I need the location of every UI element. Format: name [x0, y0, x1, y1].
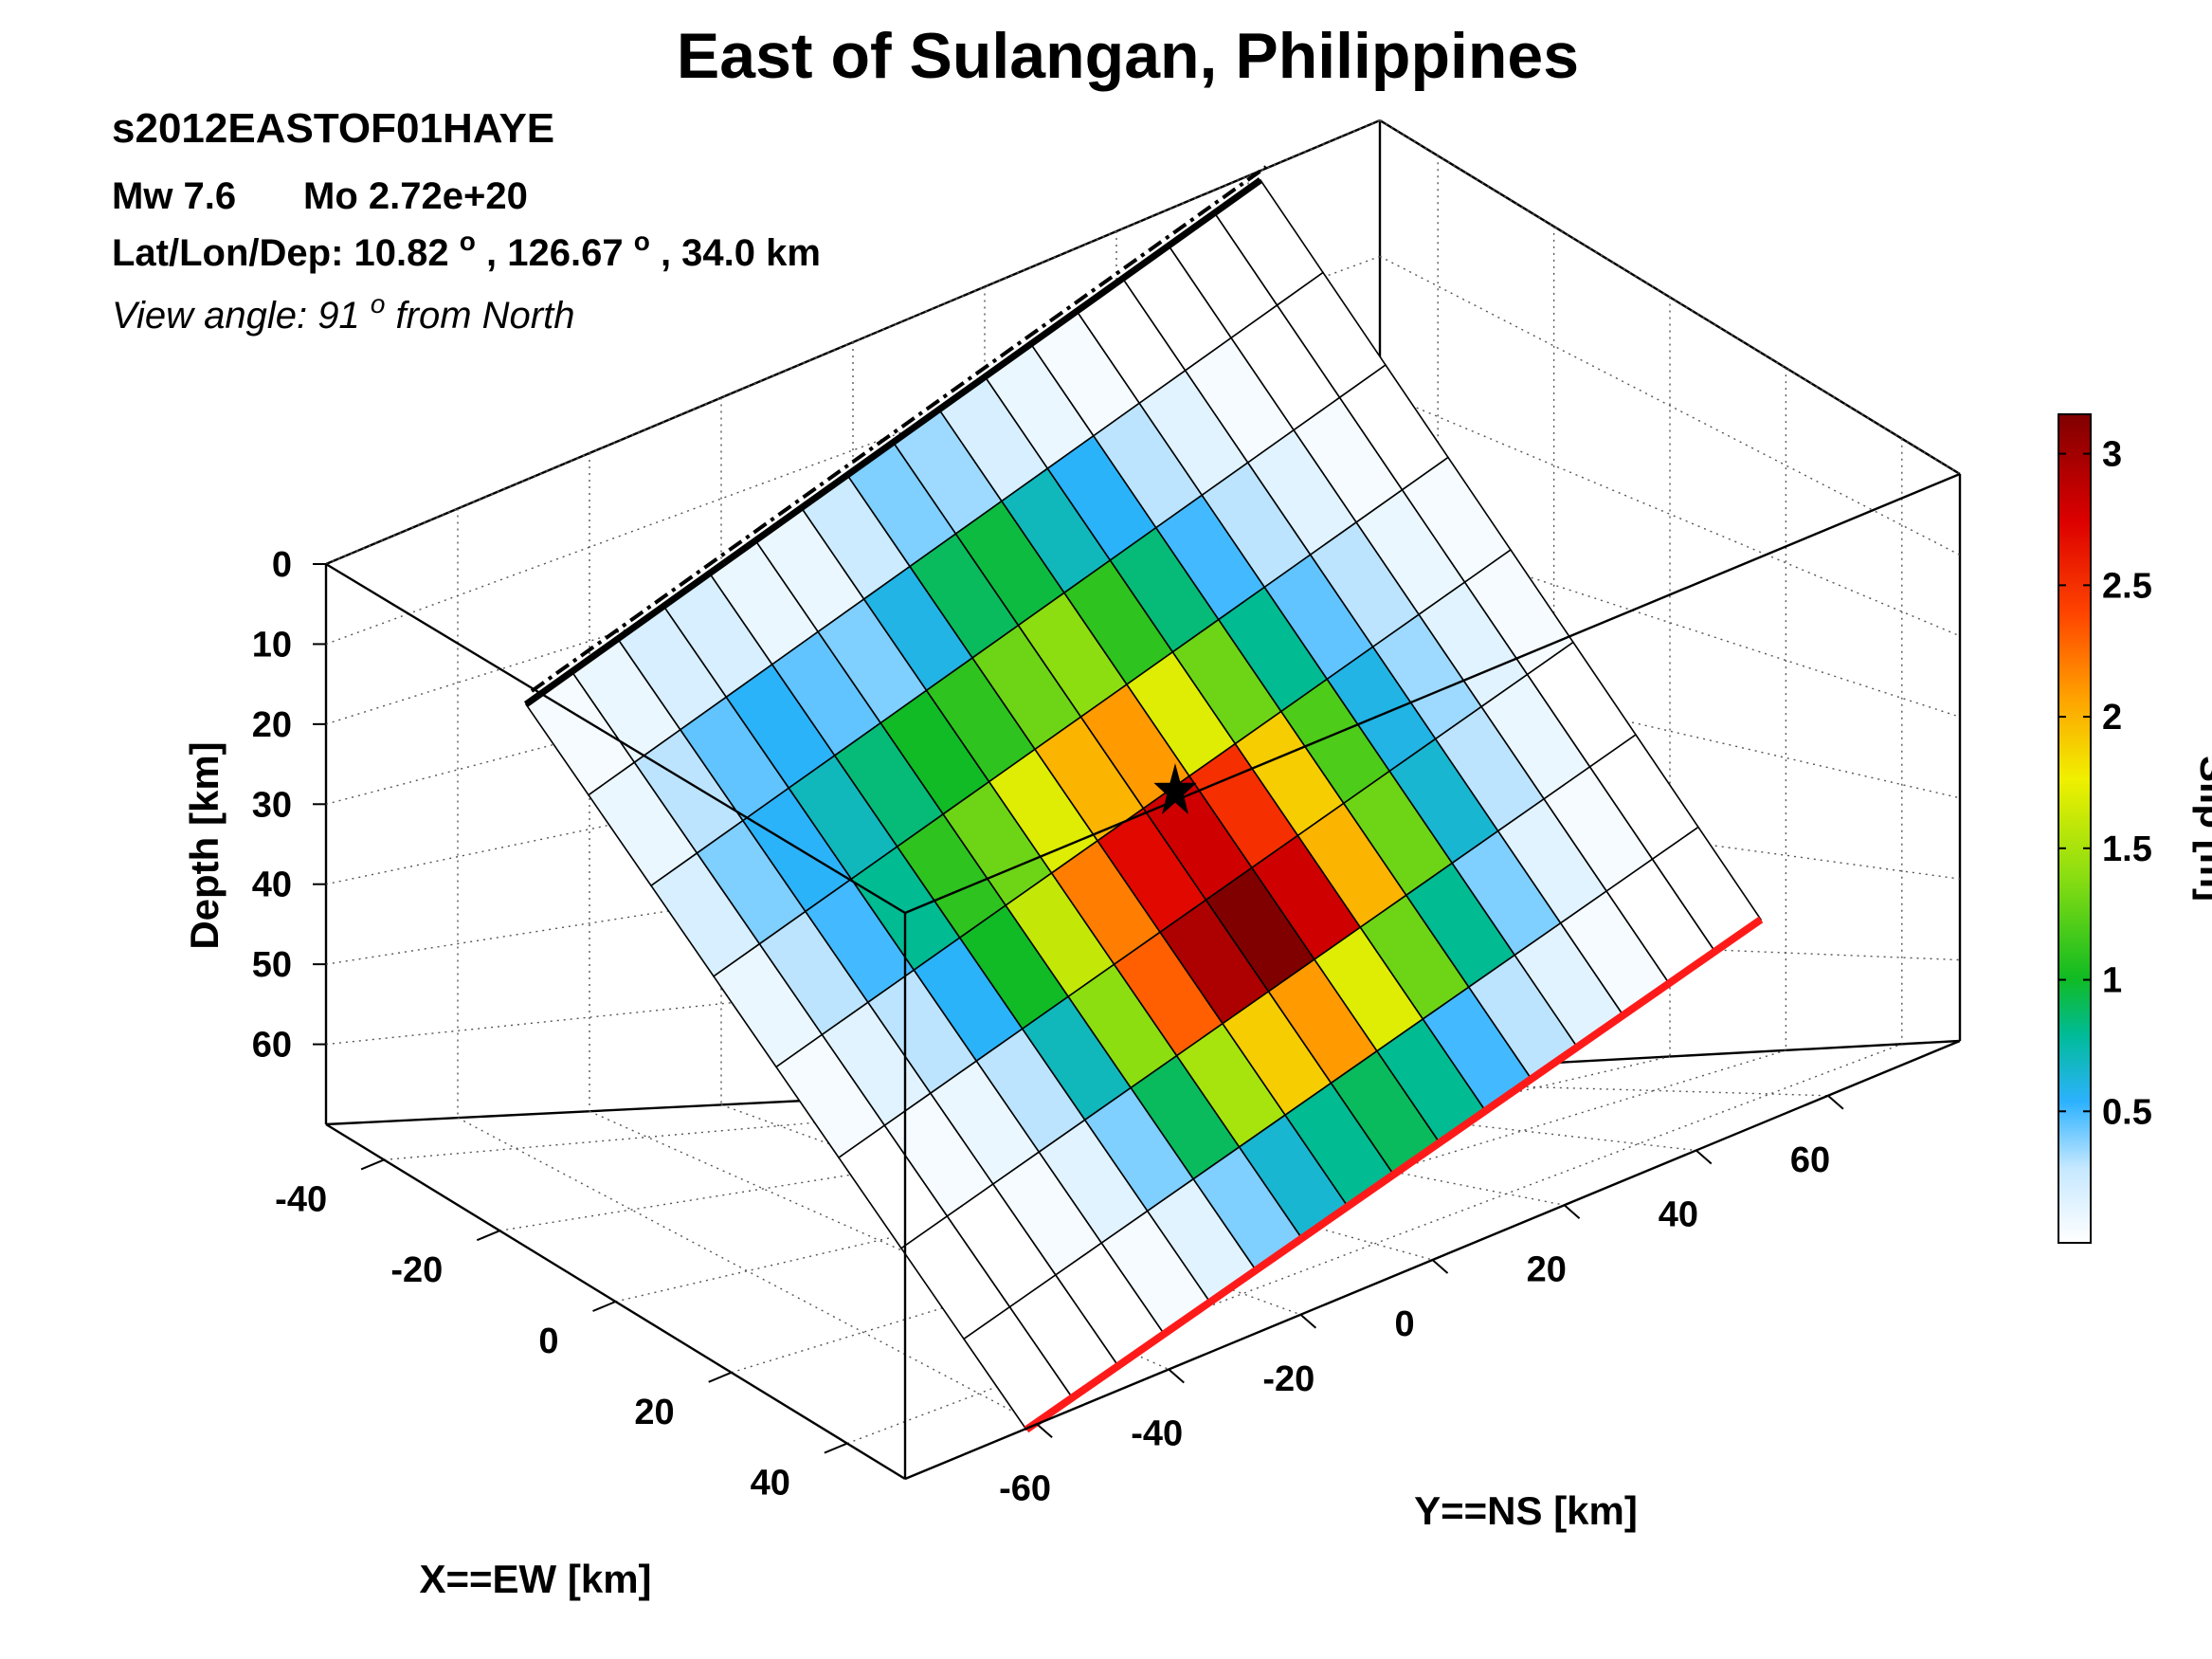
- x-tick-label: -20: [390, 1250, 443, 1290]
- x-axis-label: X==EW [km]: [419, 1557, 651, 1601]
- magnitude-line: Mw 7.6 Mo 2.72e+20: [112, 175, 528, 217]
- x-tick-label: 20: [634, 1393, 674, 1432]
- event-id: s2012EASTOF01HAYE: [112, 105, 554, 152]
- latitude-value: 10.82: [354, 232, 449, 274]
- y-tick-label: -20: [1262, 1359, 1315, 1399]
- y-gridline: [984, 1090, 1565, 1206]
- y-axis-label: Y==NS [km]: [1414, 1488, 1638, 1533]
- y-tick-label: 60: [1790, 1140, 1830, 1180]
- colorbar-ticks: 0.5 1 1.5 2 2.5 3: [2058, 435, 2152, 1132]
- x-tick-label: 0: [538, 1322, 558, 1361]
- colorbar-tick-label: 3: [2102, 435, 2122, 475]
- y-tick-mark: [1036, 1423, 1053, 1439]
- fault-top-trace-dashed: [530, 165, 1268, 693]
- x-tick-mark: [824, 1442, 848, 1454]
- box-edge: [904, 472, 1961, 915]
- colorbar-label: Slip [m]: [2192, 756, 2212, 902]
- z-tick-label: 50: [252, 945, 292, 985]
- longitude-value: 126.67: [507, 232, 623, 274]
- z-tick-label: 20: [252, 705, 292, 745]
- latitude-degree: o: [460, 227, 476, 256]
- fault-top-trace: [523, 177, 1263, 707]
- colorbar-tick-label: 2.5: [2102, 566, 2152, 606]
- colorbar-tick-label: 1: [2102, 961, 2122, 1001]
- y-tick-label: -40: [1131, 1414, 1183, 1454]
- y-tick-mark: [1168, 1368, 1185, 1384]
- x-tick-mark: [476, 1230, 500, 1242]
- moment-text: Mo 2.72e+20: [303, 175, 528, 217]
- x-gridline: [615, 1055, 1671, 1303]
- chart-title: East of Sulangan, Philippines: [677, 20, 1579, 92]
- y-tick-label: 20: [1527, 1249, 1567, 1289]
- z-tick-label: 40: [252, 866, 292, 905]
- y-tick-mark: [1431, 1259, 1449, 1274]
- box-edge: [325, 562, 906, 915]
- depth-text: , 34.0 km: [661, 232, 821, 274]
- x-tick-mark: [592, 1301, 616, 1312]
- fault-plane: [523, 165, 1764, 1433]
- z-tick-label: 30: [252, 785, 292, 825]
- x-tick-mark: [708, 1371, 733, 1383]
- y-tick-mark: [1563, 1204, 1581, 1220]
- location-prefix: Lat/Lon/Dep:: [112, 232, 354, 274]
- y-tick-label: 40: [1659, 1195, 1698, 1235]
- location-line: Lat/Lon/Dep: 10.82 o , 126.67 o , 34.0 k…: [112, 217, 821, 274]
- view-prefix: View angle:: [112, 295, 317, 337]
- x-tick-label: -40: [275, 1179, 327, 1219]
- z-tick-label: 0: [272, 545, 292, 585]
- colorbar-tick-label: 2: [2102, 698, 2122, 738]
- magnitude-text: Mw 7.6: [112, 175, 236, 217]
- view-suffix: from North: [396, 295, 575, 337]
- view-degree: o: [371, 289, 386, 319]
- z-tick-label: 60: [252, 1026, 292, 1066]
- y-tick-mark: [1299, 1313, 1317, 1329]
- y-tick-label: -60: [999, 1468, 1051, 1508]
- depth-gridline: [1379, 255, 1961, 556]
- x-tick-mark: [360, 1158, 385, 1171]
- colorbar-tick-label: 0.5: [2102, 1092, 2152, 1132]
- hypocenter-marker: [1153, 763, 1197, 815]
- colorbar: [2058, 413, 2092, 1244]
- z-tick-label: 10: [252, 625, 292, 665]
- depth-gridline: [1379, 392, 1961, 637]
- y-tick-mark: [1827, 1094, 1844, 1110]
- longitude-degree: o: [634, 227, 650, 256]
- colorbar-tick-label: 1.5: [2102, 830, 2152, 869]
- y-tick-label: 0: [1395, 1304, 1415, 1344]
- view-angle-value: 91: [317, 295, 360, 337]
- axis-ticks: 0 10 20 30 40 50 60 -40 -20 0 20 40 -60 -40 -20 0 20 40 60: [252, 545, 1844, 1508]
- x-tick-label: 40: [751, 1464, 790, 1504]
- z-axis-label: Depth [km]: [182, 741, 227, 949]
- fault-bottom-trace: [1024, 916, 1764, 1433]
- y-tick-mark: [1695, 1149, 1713, 1165]
- view-angle-line: View angle: 91 o from North: [112, 280, 574, 337]
- comma-sep: ,: [486, 232, 507, 274]
